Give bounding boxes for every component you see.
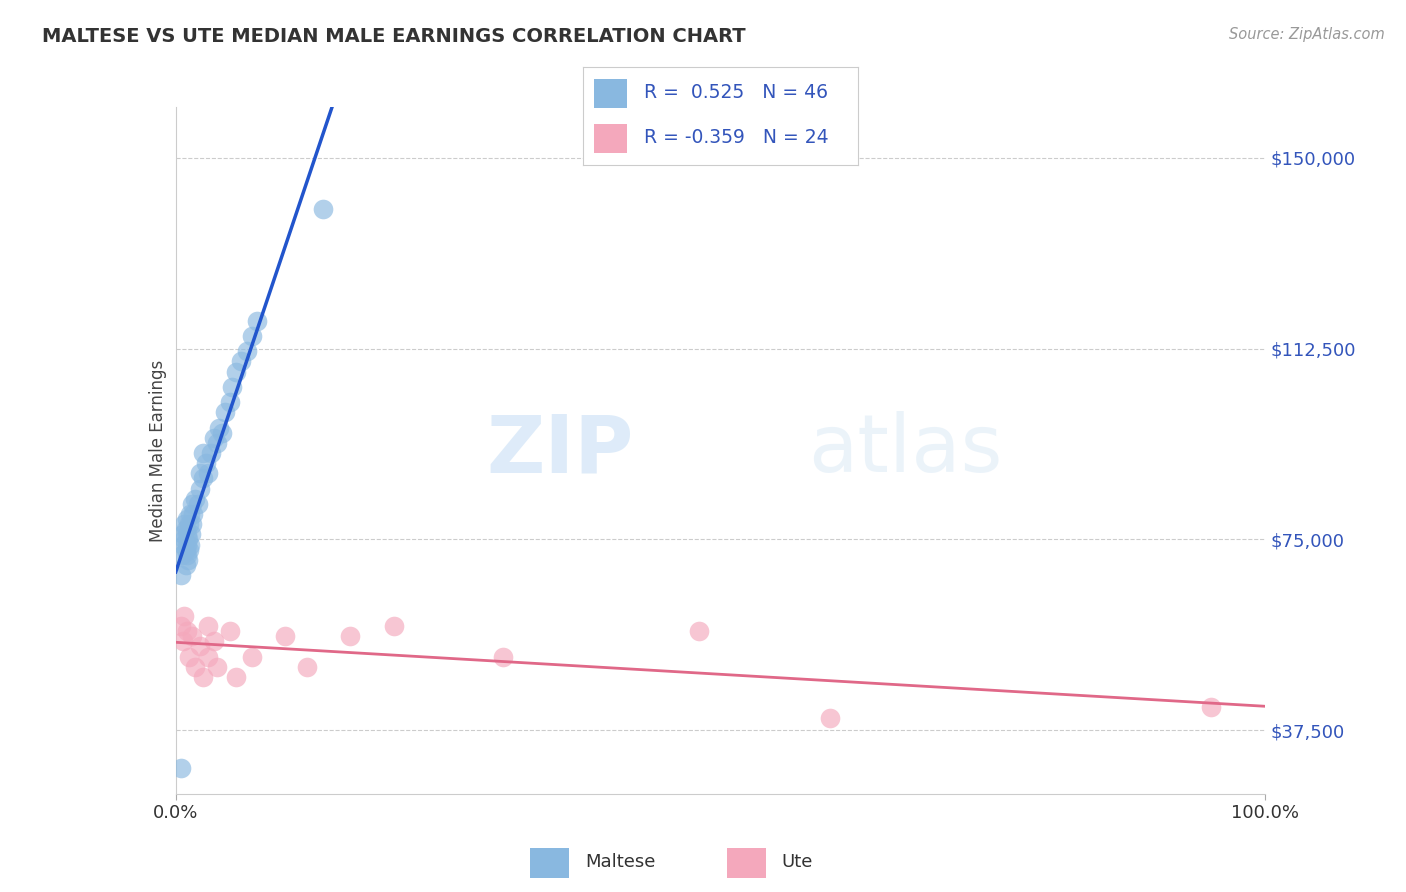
Point [173,608,195,623]
Point [382,619,405,633]
Point [177,649,200,664]
Point [295,659,318,673]
Point [188,482,211,496]
Text: Source: ZipAtlas.com: Source: ZipAtlas.com [1229,27,1385,42]
Point [191,670,214,684]
Point [170,568,193,582]
Point [170,619,193,633]
Point [181,497,204,511]
Point [173,533,195,547]
Point [177,553,200,567]
Point [214,405,236,419]
Text: MALTESE VS UTE MEDIAN MALE EARNINGS CORRELATION CHART: MALTESE VS UTE MEDIAN MALE EARNINGS CORR… [42,27,745,45]
Text: R =  0.525   N = 46: R = 0.525 N = 46 [644,83,828,102]
Text: Ute: Ute [782,853,813,871]
Point [184,659,207,673]
Point [197,619,219,633]
Point [211,425,233,440]
Point [172,548,194,562]
Point [177,533,200,547]
Point [188,640,211,654]
Point [176,624,198,638]
Point [173,517,195,532]
Point [219,395,242,409]
Text: R = -0.359   N = 24: R = -0.359 N = 24 [644,128,828,147]
FancyBboxPatch shape [727,848,766,878]
Point [225,365,247,379]
Point [181,629,204,643]
Point [339,629,361,643]
Point [225,670,247,684]
Point [186,497,209,511]
Point [240,329,263,343]
Text: ZIP: ZIP [486,411,633,490]
Point [174,558,197,572]
Point [202,634,225,648]
Point [174,542,197,557]
Point [240,649,263,664]
Point [181,507,204,521]
Y-axis label: Median Male Earnings: Median Male Earnings [149,359,167,541]
Point [246,314,269,328]
Point [202,431,225,445]
Point [176,538,198,552]
Point [188,467,211,481]
Point [688,624,710,638]
Point [818,710,841,724]
Text: atlas: atlas [807,411,1002,490]
Point [221,380,243,394]
Point [219,624,242,638]
Point [184,491,207,506]
Point [1199,700,1222,714]
Point [205,659,228,673]
Point [179,507,201,521]
Point [174,522,197,536]
Point [172,634,194,648]
Point [170,761,193,775]
Point [191,446,214,460]
Point [179,538,201,552]
Point [197,467,219,481]
Point [176,548,198,562]
Point [235,344,257,359]
Point [312,202,335,216]
Point [195,456,218,470]
Point [172,527,194,541]
Point [208,420,231,434]
Point [181,517,204,532]
Point [177,517,200,532]
Point [205,435,228,450]
Point [197,649,219,664]
Point [274,629,297,643]
Point [492,649,515,664]
Point [176,527,198,541]
Point [172,538,194,552]
Text: Maltese: Maltese [585,853,655,871]
Point [200,446,222,460]
Point [180,527,202,541]
Point [177,542,200,557]
Point [176,512,198,526]
FancyBboxPatch shape [530,848,569,878]
FancyBboxPatch shape [595,78,627,108]
Point [231,354,253,368]
Point [191,471,214,485]
FancyBboxPatch shape [595,124,627,153]
